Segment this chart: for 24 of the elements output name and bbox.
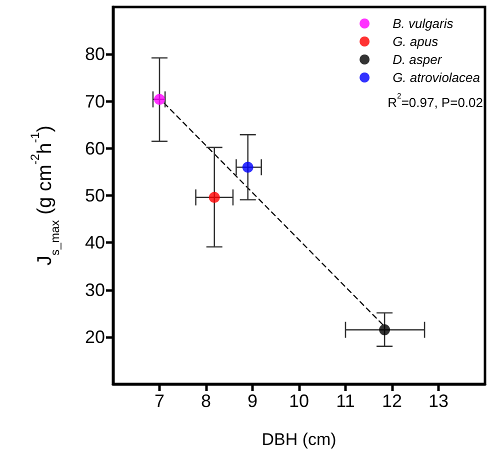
y-tick-label: 40	[84, 232, 105, 253]
y-tick-label: 50	[84, 186, 105, 206]
point	[379, 324, 390, 336]
x-tick-label: 9	[247, 391, 258, 411]
y-tick-label: 70	[84, 91, 105, 112]
point	[242, 162, 254, 173]
x-tick-label: 13	[428, 391, 449, 411]
y-tick-label: 80	[84, 44, 105, 64]
legend-label: G. atroviolacea	[392, 70, 480, 85]
y-axis-title: Js_max (g cm-2h-1)	[28, 125, 62, 266]
legend-label: B. vulgaris	[392, 16, 454, 31]
legend-label: G. apus	[392, 34, 439, 49]
x-tick-label: 12	[382, 391, 402, 411]
y-tick-label: 20	[84, 326, 105, 347]
point	[154, 94, 165, 105]
x-tick-label: 7	[154, 391, 165, 411]
y-tick-label: 60	[84, 138, 105, 158]
x-tick-label: 8	[200, 391, 212, 411]
legend-label: D. asper	[392, 52, 442, 67]
x-axis-title: DBH (cm)	[262, 430, 336, 450]
y-tick-label: 30	[84, 280, 105, 300]
x-tick-label: 10	[288, 391, 310, 411]
point	[208, 192, 220, 203]
x-tick-label: 11	[336, 391, 355, 411]
